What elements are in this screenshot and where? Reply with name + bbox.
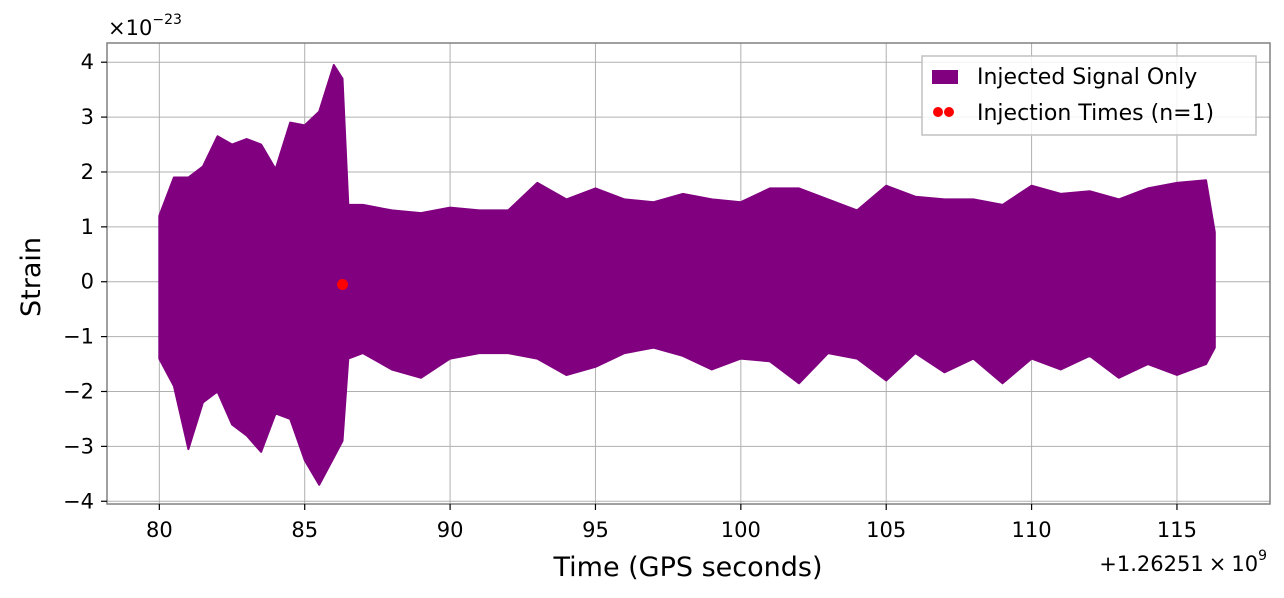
x-tick-label: 95 [582,518,609,542]
plot-area [158,64,1216,486]
x-tick-label: 105 [866,518,906,542]
y-tick-label: 3 [81,105,94,129]
signal-spikes [158,76,1215,474]
y-axis-label: Strain [16,237,47,317]
y-tick-label: 2 [81,160,94,184]
x-offset-label: +1.26251 × 109 [1099,548,1267,576]
legend-label-signal: Injected Signal Only [977,65,1197,90]
y-axis: −4 −3 −2 −1 0 1 2 3 4 [63,50,107,513]
x-tick-label: 80 [146,518,173,542]
x-axis: 80 85 90 95 100 105 110 115 [146,504,1197,542]
legend-box [921,55,1257,136]
legend: Injected Signal Only Injection Times (n=… [921,55,1257,136]
plot-frame [106,42,1271,505]
x-tick-label: 85 [291,518,318,542]
legend-swatch-signal [932,70,958,84]
legend-marker-injection-2 [944,107,954,117]
x-tick-label: 90 [437,518,464,542]
x-axis-label: Time (GPS seconds) [552,552,822,583]
y-tick-label: −3 [63,434,94,458]
legend-marker-injection-1 [933,107,943,117]
x-tick-label: 100 [721,518,761,542]
y-tick-label: −4 [63,489,94,513]
injection-point [337,278,349,290]
y-tick-label: −1 [63,325,94,349]
legend-label-injection: Injection Times (n=1) [977,101,1214,126]
x-tick-label: 115 [1157,518,1197,542]
y-scale-label: ×10−23 [108,12,182,40]
y-tick-label: 4 [81,50,94,74]
y-tick-label: −2 [63,379,94,403]
x-tick-label: 110 [1012,518,1052,542]
y-tick-label: 0 [81,270,94,294]
y-tick-label: 1 [81,215,94,239]
